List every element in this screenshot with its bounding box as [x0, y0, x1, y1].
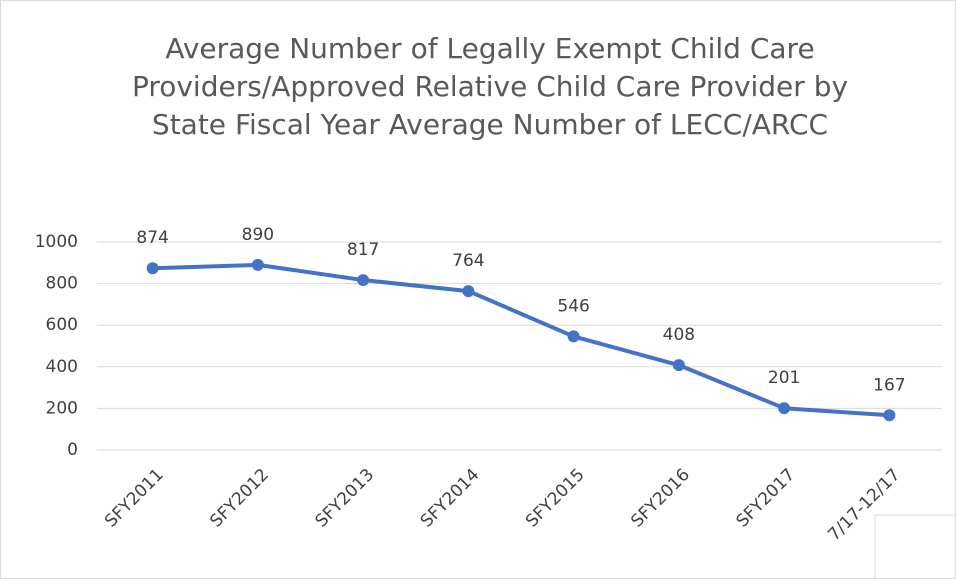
- y-tick-label: 600: [46, 315, 78, 335]
- point: [672, 359, 685, 372]
- y-tick-label: 800: [46, 274, 78, 294]
- point: [146, 262, 159, 275]
- data-label: 764: [452, 251, 484, 271]
- data-label: 408: [663, 325, 695, 345]
- point: [883, 409, 896, 422]
- point: [357, 274, 370, 287]
- x-tick-label: SFY2015: [522, 465, 589, 532]
- point: [567, 330, 580, 343]
- y-tick-label: 1000: [35, 232, 78, 252]
- x-tick-label: SFY2014: [417, 465, 484, 532]
- y-tick-label: 0: [67, 440, 78, 460]
- data-label: 546: [557, 296, 589, 316]
- series-line: [152, 262, 890, 418]
- x-tick-label: SFY2011: [101, 465, 168, 532]
- y-tick-label: 400: [46, 357, 78, 377]
- data-label: 890: [242, 225, 274, 245]
- x-tick-label: SFY2017: [733, 465, 800, 532]
- x-tick-label: SFY2013: [312, 465, 379, 532]
- data-label: 817: [347, 240, 379, 260]
- point: [251, 258, 264, 271]
- point: [462, 285, 475, 298]
- overlay-box: [874, 514, 956, 579]
- data-label: 167: [873, 375, 905, 395]
- y-tick-label: 200: [46, 398, 78, 418]
- x-tick-label: 7/17-12/17: [824, 465, 904, 545]
- x-tick-label: SFY2016: [627, 465, 694, 532]
- x-tick-label: SFY2012: [206, 465, 273, 532]
- data-label: 201: [768, 368, 800, 388]
- chart-title: Average Number of Legally Exempt Child C…: [131, 32, 849, 141]
- data-label: 874: [136, 228, 168, 248]
- point: [778, 402, 791, 415]
